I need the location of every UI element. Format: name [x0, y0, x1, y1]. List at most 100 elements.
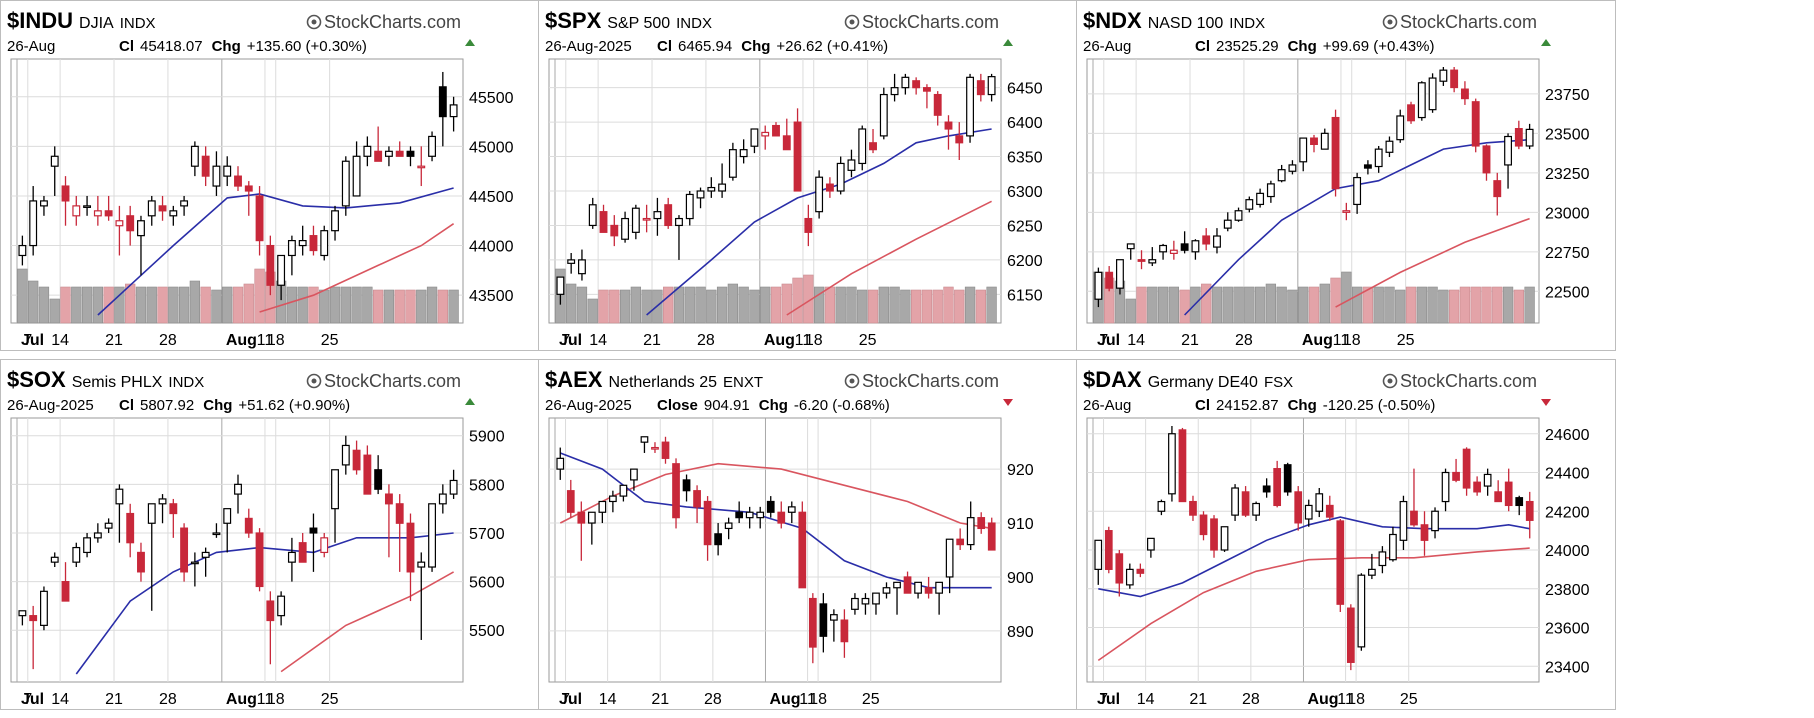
candle-body	[406, 150, 415, 157]
candle-body	[1420, 524, 1429, 541]
candlestick	[244, 181, 253, 216]
candlestick	[1368, 553, 1376, 580]
candle-body	[1525, 128, 1534, 147]
candle-body	[266, 600, 275, 622]
y-tick-label: 5900	[469, 429, 505, 446]
candle-body	[772, 124, 780, 137]
candlestick	[352, 141, 361, 197]
candle-body	[1462, 448, 1471, 489]
volume-bar	[943, 286, 954, 324]
candlestick	[1325, 495, 1334, 521]
candlestick	[901, 73, 910, 95]
candlestick	[1104, 526, 1113, 574]
y-tick-label: 900	[1007, 570, 1034, 587]
candlestick	[987, 517, 996, 551]
candle-body	[1374, 148, 1383, 168]
x-tick-label: 11	[1333, 332, 1350, 349]
candlestick	[1180, 231, 1189, 254]
chart-svg: $DAX Germany DE40 FSX StockCharts.com 26-Aug…	[1083, 367, 1590, 708]
candlestick	[93, 195, 102, 226]
candlestick	[1115, 550, 1124, 597]
price-info: Cl 24152.87 Chg -120.25 (-0.50%)	[1195, 397, 1435, 414]
chart-panel-indu[interactable]: $INDU DJIA INDX StockCharts.com 26-Aug Cl 4541…	[0, 0, 540, 351]
price-info: Cl 5807.92 Chg +51.62 (+0.90%)	[119, 397, 350, 414]
candle-body	[1191, 240, 1200, 253]
x-tick-label: 18	[805, 332, 823, 349]
candlestick	[115, 484, 124, 543]
volume-bar	[383, 289, 395, 324]
candlestick	[1493, 172, 1502, 216]
x-tick-label: 18	[267, 332, 285, 349]
candlestick	[320, 225, 329, 261]
chart-date: 26-Aug-2025	[7, 397, 94, 414]
volume-bar	[1276, 286, 1287, 324]
candlestick	[266, 235, 275, 296]
chart-panel-aex[interactable]: $AEX Netherlands 25 ENXT StockCharts.com 26-…	[538, 359, 1078, 710]
candlestick	[1283, 462, 1292, 496]
volume-bar	[351, 286, 362, 324]
candle-body	[1137, 259, 1146, 262]
candle-body	[1482, 145, 1491, 174]
candlestick	[693, 485, 701, 524]
volume-bar	[975, 289, 986, 324]
candle-body	[1473, 481, 1481, 493]
volume-bar	[1319, 283, 1330, 324]
volume-bar	[232, 286, 244, 324]
chart-panel-ndx[interactable]: $NDX NASD 100 INDX StockCharts.com 26-Aug Cl 2…	[1076, 0, 1616, 351]
candlestick	[180, 523, 189, 582]
candlestick	[621, 211, 630, 243]
chart-panel-spx[interactable]: $SPX S&P 500 INDX StockCharts.com 26-Aug-202…	[538, 0, 1078, 351]
candle-body	[976, 80, 985, 96]
candle-body	[18, 244, 27, 257]
candle-body	[696, 190, 705, 199]
candle-body	[922, 87, 931, 92]
candlestick	[766, 496, 775, 518]
plot-area	[10, 58, 464, 324]
candlestick	[619, 484, 628, 502]
volume-bar	[1459, 286, 1471, 324]
stockcharts-watermark: StockCharts.com	[306, 12, 461, 32]
volume-bar	[38, 286, 50, 324]
candlestick	[714, 523, 722, 556]
candlestick	[933, 91, 942, 126]
candle-body	[1202, 235, 1211, 245]
chart-title: $NDX NASD 100 INDX	[1083, 8, 1265, 33]
candle-body	[352, 155, 361, 197]
x-tick-label: 25	[862, 691, 880, 708]
candle-body	[50, 155, 59, 167]
chart-panel-sox[interactable]: $SOX Semis PHLX INDX StockCharts.com 26-Aug-…	[0, 359, 540, 710]
volume-bar	[28, 280, 39, 324]
candle-body	[987, 522, 996, 551]
candlestick	[395, 141, 404, 157]
volume-bar	[684, 286, 695, 324]
price-info: Cl 23525.29 Chg +99.69 (+0.43%)	[1195, 38, 1435, 55]
chart-panel-dax[interactable]: $DAX Germany DE40 FSX StockCharts.com 26-Aug…	[1076, 359, 1616, 710]
candlestick	[1515, 495, 1524, 516]
candlestick	[406, 146, 415, 167]
candlestick	[363, 136, 372, 167]
candle-body	[1116, 259, 1124, 289]
candlestick	[277, 254, 286, 301]
candlestick	[72, 195, 81, 226]
volume-bar	[673, 286, 685, 324]
volume-bar	[813, 286, 825, 324]
candlestick	[374, 126, 383, 162]
x-tick-label: 14	[1137, 691, 1155, 708]
candle-body	[714, 533, 722, 546]
candle-body	[890, 87, 899, 96]
candle-body	[825, 183, 834, 192]
y-tick-label: 23250	[1545, 166, 1590, 183]
candle-body	[872, 592, 880, 605]
candle-body	[1241, 491, 1250, 516]
chart-date: 26-Aug-2025	[545, 397, 632, 414]
volume-bar	[329, 286, 341, 324]
candle-body	[556, 276, 565, 295]
candle-body	[675, 217, 683, 227]
candle-body	[1256, 192, 1265, 206]
candle-body	[180, 527, 189, 573]
volume-bar	[1201, 283, 1212, 324]
candle-body	[363, 145, 372, 157]
chart-date: 26-Aug	[1083, 397, 1131, 414]
chart-date: 26-Aug-2025	[545, 38, 632, 55]
candlestick	[672, 458, 680, 529]
